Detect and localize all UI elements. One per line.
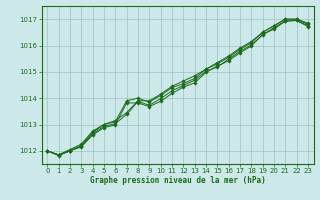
X-axis label: Graphe pression niveau de la mer (hPa): Graphe pression niveau de la mer (hPa) — [90, 176, 266, 185]
